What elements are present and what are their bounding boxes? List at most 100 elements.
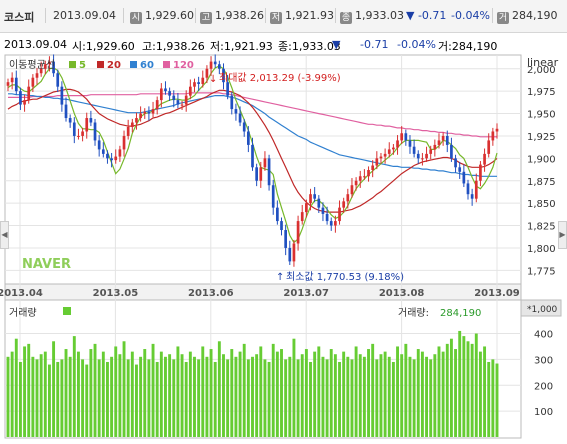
volume-bar [251,356,254,437]
info-high: 고:1,938.26 [142,40,205,53]
ma60-line [8,93,497,177]
ma-legend-label: 이동평균선 [9,59,55,71]
candle-body [338,207,341,222]
candle-body [77,135,80,137]
volume-bar [155,361,159,437]
volume-bar [483,346,487,437]
volume-bar [6,356,10,437]
divider [265,8,266,23]
candle-body [437,140,441,145]
candle-body [101,149,105,154]
price-tick-label: 1,950 [527,110,556,121]
scroll-left-button[interactable]: ◀ [0,221,9,249]
candle-body [139,113,142,119]
candle-body [85,118,89,132]
volume-bar [445,343,449,437]
candle-body [64,104,68,119]
low-badge-icon: 저 [270,12,282,24]
volume-bar [226,359,230,437]
date-tick-label: 2013.09 [474,288,520,299]
candle-body [251,144,254,168]
volume-bar [126,359,130,437]
candle-body [110,158,113,161]
price-tick-label: 1,875 [527,177,556,188]
volume-bar [118,354,122,437]
candle-body [27,86,31,101]
volume-bar [114,346,118,437]
candle-body [56,73,60,87]
candle-body [31,77,35,87]
volume-bar [35,359,39,437]
candle-body [222,68,225,83]
candle-body [313,194,317,199]
max-arrow-icon: ↓ [209,74,217,85]
summary-low: 저 1,921.93 [270,9,334,24]
candle-body [176,100,180,105]
candle-body [81,131,84,136]
volume-bar [300,354,304,437]
volume-bar [197,359,201,437]
divider [45,8,46,23]
volume-bar [354,346,358,437]
volume-bar [255,354,259,437]
volume-bar [143,349,147,437]
candle-body [329,221,333,226]
candle-body [416,153,420,159]
volume-bar [23,346,27,437]
volume-bar [222,354,225,437]
volume-bar [379,354,383,437]
ma120-legend: 120 [173,60,194,71]
naver-watermark: NAVER [22,257,71,272]
volume-bar [43,351,47,437]
volume-bar [437,346,441,437]
volume-bar [259,346,263,437]
volume-bar [93,343,97,437]
volume-bar [68,356,72,437]
candle-body [184,95,188,105]
candle-body [271,185,275,208]
volume-bar [441,351,445,437]
volume-bar [288,356,292,437]
ma120-swatch [163,61,170,68]
volume-swatch [63,307,71,315]
volume-bar [425,356,429,437]
volume-bar [478,351,482,437]
volume-bar [85,364,89,437]
volume-bar [267,361,271,437]
date-tick-label: 2013.08 [379,288,425,299]
price-panel [4,54,522,285]
candle-body [122,135,126,150]
info-change-pct: -0.04% [397,38,436,51]
volume-bar [151,343,155,437]
volume-bar [176,346,180,437]
candle-body [445,135,449,145]
volume-bar [350,359,354,437]
volume-bar [296,359,300,437]
date-tick-label: 2013.06 [188,288,234,299]
volume-bar [10,351,14,437]
candle-body [371,165,375,170]
volume-bar [449,338,453,437]
volume-tick-label: 400 [534,330,553,341]
volume-bar [466,341,470,437]
volume-bar [487,361,491,437]
volume-bar [358,354,362,437]
volume-bar [139,356,143,437]
scroll-right-button[interactable]: ▶ [558,221,567,249]
max-annotation: 최대값 2,013.29 (-3.99%) [219,72,341,84]
volume-bar [387,356,391,437]
candle-body [205,68,209,78]
candle-body [238,113,242,123]
volume-bar [420,351,424,437]
divider [492,8,493,23]
price-tick-label: 1,775 [527,266,556,277]
volume-bar [52,341,56,437]
candle-body [321,207,325,214]
volume-bar [60,359,64,437]
divider [195,8,196,23]
candle-body [470,194,474,199]
summary-open: 시 1,929.60 [130,9,194,24]
volume-bar [184,361,188,437]
candle-body [404,133,408,141]
index-name: 코스피 [4,11,35,24]
